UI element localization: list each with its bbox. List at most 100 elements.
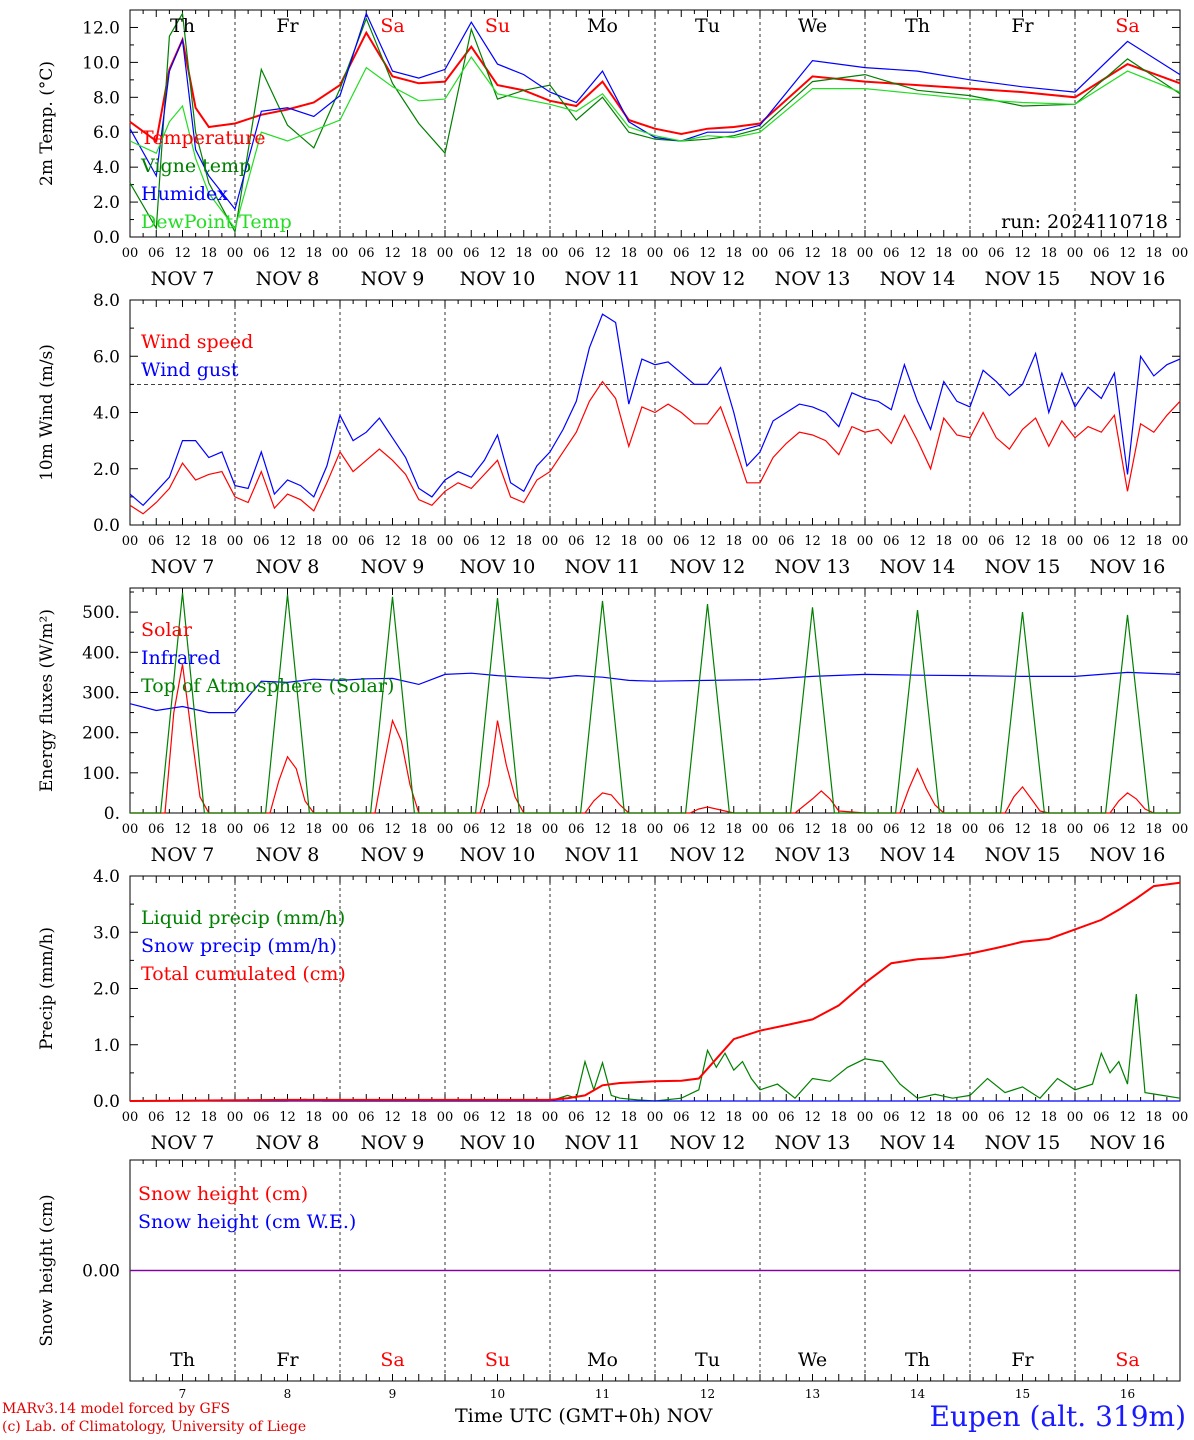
series-line-vigne-temp [129,11,1181,234]
y-tick-label: 500. [82,603,120,623]
day-number: 14 [910,1387,926,1400]
date-label: NOV 10 [460,556,536,578]
y-tick-label: 2.0 [93,980,120,1000]
hour-tick-label: 06 [148,534,165,549]
hour-tick-label: 06 [148,822,165,837]
hour-tick-label: 12 [594,246,611,261]
hour-tick-label: 06 [358,1110,375,1125]
date-label: NOV 15 [985,556,1061,578]
hour-tick-label: 06 [568,1110,585,1125]
hour-tick-label: 18 [200,822,217,837]
hour-tick-label: 12 [489,246,506,261]
date-label: NOV 16 [1090,268,1166,290]
hour-tick-label: 00 [227,822,244,837]
hour-tick-label: 12 [699,1110,716,1125]
hour-tick-label: 12 [804,822,821,837]
y-tick-label: 200. [82,724,120,744]
hour-tick-label: 18 [1145,822,1162,837]
meteogram-figure: 0.0 2.0 4.0 6.0 8.0 10.0 12.0 2m Temp. (°C) Temp… [37,9,1188,1400]
date-label: NOV 7 [151,556,215,578]
date-label: NOV 7 [151,1132,215,1154]
series-line-infrared [129,671,1181,714]
date-label: NOV 12 [670,556,746,578]
date-label: NOV 13 [775,1132,851,1154]
day-name: Th [170,1349,195,1371]
day-name: Th [905,15,930,37]
y-axis-title: 10m Wind (m/s) [37,344,57,481]
date-label: NOV 8 [256,268,320,290]
hour-tick-label: 18 [305,822,322,837]
day-name: Mo [587,15,618,37]
hour-tick-label: 12 [1119,246,1136,261]
date-label: NOV 9 [361,268,425,290]
hour-tick-label: 18 [935,1110,952,1125]
y-tick-label: 300. [82,683,120,703]
hour-tick-label: 18 [1040,822,1057,837]
hour-tick-label: 00 [332,822,349,837]
legend-entry: Temperature [141,127,265,149]
hour-tick-label: 00 [647,1110,664,1125]
hour-tick-label: 12 [384,822,401,837]
hour-tick-label: 06 [883,1110,900,1125]
hour-tick-label: 18 [1040,1110,1057,1125]
hour-tick-label: 06 [253,534,270,549]
hour-tick-label: 18 [410,822,427,837]
hour-tick-label: 06 [988,1110,1005,1125]
hour-tick-label: 18 [1040,534,1057,549]
legend-entry: Snow precip (mm/h) [141,935,337,957]
date-label: NOV 16 [1090,1132,1166,1154]
hour-tick-label: 12 [909,1110,926,1125]
date-label: NOV 14 [880,844,956,866]
hour-tick-label: 00 [647,822,664,837]
hour-tick-label: 12 [174,246,191,261]
legend-entry: Snow height (cm W.E.) [138,1211,356,1233]
day-number: 8 [284,1387,292,1400]
hour-tick-label: 18 [935,246,952,261]
hour-tick-label: 00 [857,822,874,837]
hour-tick-label: 12 [594,534,611,549]
hour-tick-label: 18 [410,246,427,261]
day-number: 10 [490,1387,505,1400]
hour-tick-label: 06 [568,246,585,261]
hour-tick-label: 18 [305,1110,322,1125]
date-label: NOV 8 [256,556,320,578]
hour-tick-label: 12 [1014,246,1031,261]
series-line-total-cumulated-cm- [129,881,1181,1102]
hour-tick-label: 12 [1014,534,1031,549]
hour-tick-label: 00 [962,534,979,549]
date-label: NOV 9 [361,556,425,578]
hour-tick-label: 12 [384,534,401,549]
day-name: Th [170,15,195,37]
y-tick-label: 0. [104,804,120,824]
time-axis-month: NOV [666,1405,713,1427]
date-label: NOV 8 [256,844,320,866]
hour-tick-label: 18 [830,1110,847,1125]
hour-tick-label: 00 [1067,246,1084,261]
hour-tick-label: 12 [279,246,296,261]
hour-tick-label: 06 [1093,246,1110,261]
hour-tick-label: 18 [410,534,427,549]
hour-tick-label: 00 [752,246,769,261]
date-label: NOV 11 [565,268,641,290]
hour-tick-label: 18 [830,246,847,261]
hour-tick-label: 06 [253,822,270,837]
model-credit-line1: MARv3.14 model forced by GFS [2,1401,231,1417]
legend-entry: Liquid precip (mm/h) [141,907,345,929]
hour-tick-label: 06 [148,246,165,261]
hour-tick-label: 00 [332,1110,349,1125]
hour-tick-label: 00 [332,534,349,549]
hour-tick-label: 00 [437,1110,454,1125]
y-tick-label: 12.0 [82,18,120,38]
hour-tick-label: 06 [568,822,585,837]
hour-tick-label: 00 [437,534,454,549]
y-tick-label: 0.0 [93,516,120,536]
y-tick-label: 4.0 [93,158,120,178]
hour-tick-label: 12 [1119,534,1136,549]
date-label: NOV 14 [880,1132,956,1154]
legend-entry: Wind gust [141,359,239,381]
hour-tick-label: 00 [647,534,664,549]
panel-1: 0.0 2.0 4.0 6.0 8.0 10.0 12.0 2m Temp. (°C) Temp… [37,9,1188,290]
hour-tick-label: 12 [804,1110,821,1125]
day-name: Su [485,15,510,37]
hour-tick-label: 18 [935,534,952,549]
